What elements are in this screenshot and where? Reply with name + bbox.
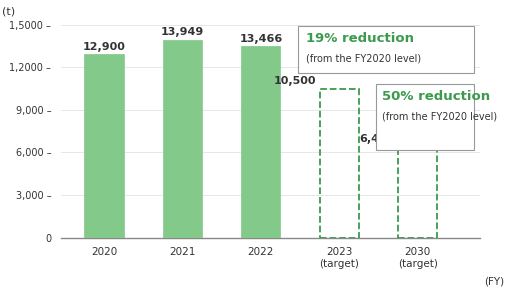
- Text: 6,450: 6,450: [359, 133, 394, 143]
- Text: 13,466: 13,466: [239, 34, 282, 44]
- Bar: [319, 88, 358, 238]
- Text: 12,900: 12,900: [82, 42, 125, 52]
- Bar: [297, 26, 473, 73]
- Text: (from the FY2020 level): (from the FY2020 level): [305, 53, 420, 63]
- Bar: [375, 84, 473, 150]
- Text: (FY): (FY): [484, 276, 504, 286]
- Text: 50% reduction: 50% reduction: [382, 90, 490, 103]
- Bar: [397, 146, 436, 238]
- Text: 10,500: 10,500: [273, 76, 316, 86]
- Bar: [241, 46, 280, 238]
- Bar: [84, 54, 123, 238]
- Bar: [162, 39, 202, 238]
- Text: 13,949: 13,949: [160, 27, 204, 37]
- Text: (from the FY2020 level): (from the FY2020 level): [382, 111, 496, 121]
- Text: (t): (t): [2, 6, 15, 16]
- Text: 19% reduction: 19% reduction: [305, 32, 413, 45]
